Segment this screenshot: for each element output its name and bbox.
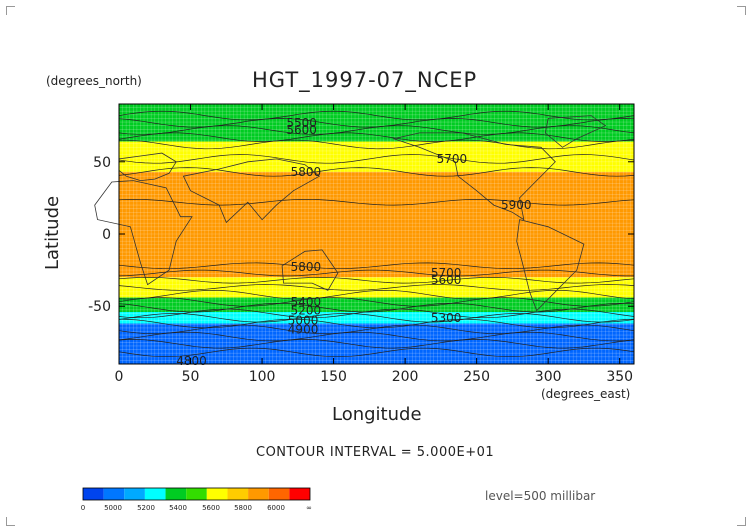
heatmap-band [119, 312, 634, 324]
contour-line [118, 167, 635, 177]
contour-label: 5800 [291, 165, 322, 179]
colorbar-swatch [186, 488, 207, 500]
colorbar-swatch [227, 488, 249, 500]
contour-label: 5500 [286, 116, 317, 130]
x-tick-label: 300 [535, 369, 562, 385]
contour-label: 4800 [176, 354, 207, 368]
contour-line [118, 154, 635, 164]
colorbar-label: ∞ [306, 504, 312, 512]
colorbar-frame [82, 487, 311, 501]
colorbar-swatch [144, 488, 166, 500]
contour-line [118, 297, 635, 307]
contour-line [118, 110, 635, 121]
heatmap-band [119, 323, 634, 364]
x-tick-label: 50 [182, 369, 200, 385]
contour-line [118, 269, 634, 277]
colorbar-label: 5200 [137, 504, 155, 512]
colorbar-swatch [248, 488, 269, 500]
x-axis-title: Longitude [332, 404, 422, 425]
contour-label: 5000 [288, 314, 319, 328]
x-units-label: (degrees_east) [541, 387, 631, 401]
colorbar-label: 5800 [234, 504, 252, 512]
colorbar-label: 5400 [169, 504, 187, 512]
contour-line [118, 289, 635, 300]
chart-title: HGT_1997-07_NCEP [252, 68, 478, 92]
x-tick-label: 100 [249, 369, 276, 385]
colorbar-label: 0 [81, 504, 85, 512]
colorbar-label: 5600 [202, 504, 220, 512]
contour-line [118, 324, 635, 335]
contour-line [118, 303, 635, 313]
continent-outline [392, 132, 556, 221]
x-tick-label: 200 [392, 369, 419, 385]
contour-line [118, 347, 635, 358]
contour-label: 4900 [288, 322, 319, 336]
contour-label: 5200 [291, 304, 322, 318]
contour-line [118, 125, 635, 135]
continent-outline [544, 115, 607, 148]
contour-line [118, 339, 635, 349]
continent-outline [118, 152, 177, 182]
corner-mark [6, 6, 15, 15]
y-units-label: (degrees_north) [46, 74, 142, 88]
colorbar-swatch [268, 488, 290, 500]
colorbar-label: 6000 [267, 504, 285, 512]
y-tick-label: -50 [88, 299, 111, 315]
level-annotation: level=500 millibar [485, 489, 596, 503]
heatmap-band [119, 171, 634, 278]
contour-label: 5600 [431, 273, 462, 287]
contour-line [118, 198, 635, 206]
continent-outline [516, 219, 585, 312]
continent-outline [281, 249, 339, 291]
colorbar-swatch [206, 488, 228, 500]
colorbar-swatch [165, 488, 187, 500]
contour-line [118, 313, 635, 323]
contour-line [118, 331, 635, 342]
colorbar-label: 5000 [104, 504, 122, 512]
contour-line [118, 284, 635, 291]
corner-mark [737, 517, 746, 526]
colorbar-swatch [103, 488, 125, 500]
x-tick-label: 150 [320, 369, 347, 385]
contour-line [118, 262, 635, 270]
y-tick-label: 0 [102, 227, 111, 243]
continent-outline [182, 158, 321, 224]
continent-outline [94, 180, 193, 286]
contour-interval-annotation: CONTOUR INTERVAL = 5.000E+01 [256, 445, 495, 460]
x-tick-label: 350 [606, 369, 633, 385]
contour-line [118, 276, 635, 284]
colorbar-swatch [124, 488, 145, 500]
contour-label: 5800 [291, 260, 322, 274]
colorbar-swatch [289, 488, 310, 500]
heatmap-band [119, 141, 634, 172]
contour-label: 5900 [501, 198, 532, 212]
contour-label: 5300 [431, 311, 462, 325]
x-tick-label: 250 [463, 369, 490, 385]
y-tick-label: 50 [93, 155, 111, 171]
corner-mark [6, 517, 15, 526]
colorbar-swatch [83, 488, 104, 500]
corner-mark [737, 6, 746, 15]
contour-label: 5700 [437, 152, 468, 166]
contour-line [118, 308, 635, 319]
heatmap-band [119, 297, 634, 312]
contour-label: 5700 [431, 266, 462, 280]
contour-label: 5600 [286, 123, 317, 137]
contour-line [118, 139, 635, 150]
x-tick-label: 0 [115, 369, 124, 385]
contour-label: 5400 [291, 295, 322, 309]
